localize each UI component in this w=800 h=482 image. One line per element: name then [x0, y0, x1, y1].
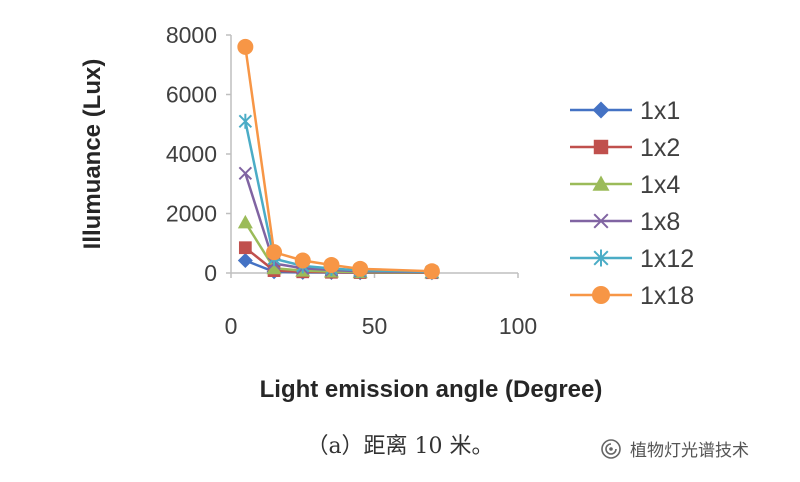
legend-item-1x12: 1x12 — [570, 245, 694, 273]
x-tick-label: 100 — [499, 313, 537, 339]
chart-axes: 0 2000 4000 6000 8000 0 50 100 Light emission an… — [79, 22, 602, 403]
legend-label: 1x4 — [640, 171, 680, 199]
chart-legend: 1x1 1x2 1x4 1x8 1x12 1x18 — [570, 97, 694, 310]
data-point — [294, 252, 311, 269]
y-axis-title: Illumuance (Lux) — [79, 59, 106, 250]
series-line — [244, 46, 432, 273]
x-tick-label: 0 — [225, 313, 238, 339]
legend-marker — [593, 213, 609, 229]
data-point — [323, 256, 340, 273]
legend-item-1x2: 1x2 — [570, 134, 680, 162]
legend-marker — [592, 175, 610, 191]
series-line — [244, 121, 432, 274]
legend-label: 1x1 — [640, 97, 680, 125]
data-point — [352, 260, 369, 277]
watermark-text: 植物灯光谱技术 — [630, 441, 749, 461]
chart-series — [237, 38, 440, 281]
y-tick-label: 2000 — [166, 201, 217, 227]
legend-label: 1x18 — [640, 282, 694, 310]
y-tick-label: 6000 — [166, 82, 217, 108]
data-point — [238, 113, 253, 129]
legend-label: 1x8 — [640, 208, 680, 236]
data-point — [266, 244, 283, 261]
data-point — [237, 214, 253, 229]
legend-item-1x8: 1x8 — [570, 208, 680, 236]
x-tick-label: 50 — [362, 313, 388, 339]
legend-marker — [593, 249, 609, 267]
legend-label: 1x12 — [640, 245, 694, 273]
y-tick-label: 8000 — [166, 22, 217, 48]
figure-caption: （a）距离 10 米。 — [306, 434, 494, 459]
legend-item-1x4: 1x4 — [570, 171, 680, 199]
y-tick-label: 4000 — [166, 141, 217, 167]
y-tick-label: 0 — [204, 260, 217, 286]
legend-label: 1x2 — [640, 134, 680, 162]
legend-item-1x1: 1x1 — [570, 97, 680, 125]
data-point — [238, 166, 253, 181]
watermark: 植物灯光谱技术 — [600, 436, 749, 461]
legend-marker — [593, 139, 609, 155]
x-axis-title: Light emission angle (Degree) — [260, 376, 603, 403]
series-1x18 — [237, 38, 440, 280]
data-point — [423, 263, 440, 280]
data-point — [238, 241, 252, 255]
legend-item-1x18: 1x18 — [570, 282, 694, 310]
legend-marker — [592, 286, 610, 304]
wechat-official-account-icon — [601, 438, 621, 459]
data-point — [237, 38, 254, 55]
data-point — [237, 253, 253, 269]
data-point — [266, 260, 282, 275]
legend-marker — [592, 101, 610, 119]
